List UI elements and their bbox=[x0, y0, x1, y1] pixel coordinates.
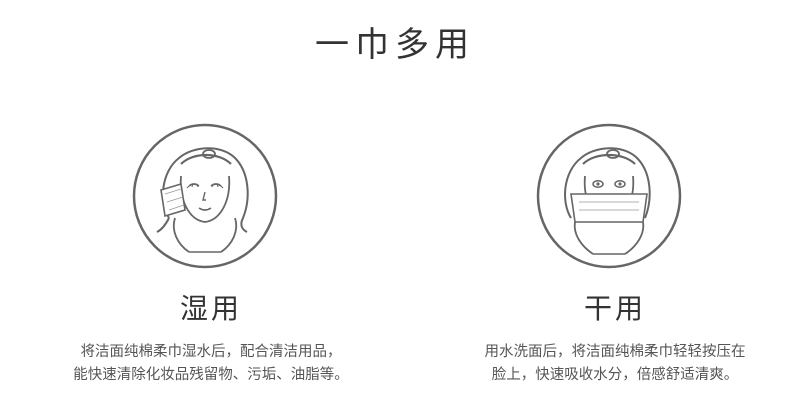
page-title: 一巾多用 bbox=[315, 25, 475, 65]
usage-description-line: 能快速清除化妆品残留物、污垢、油脂等。 bbox=[73, 367, 349, 383]
usage-description-line: 将洁面纯棉柔巾湿水后，配合清洁用品， bbox=[80, 344, 342, 360]
usage-title-wet: 湿用 bbox=[179, 292, 242, 325]
usage-description-wet: 将洁面纯棉柔巾湿水后，配合清洁用品， 能快速清除化妆品残留物、污垢、油脂等。 bbox=[41, 341, 381, 387]
usage-description-line: 脸上，快速吸收水分，倍感舒适清爽。 bbox=[491, 367, 739, 383]
usage-description-dry: 用水洗面后，将洁面纯棉柔巾轻轻按压在 脸上，快速吸收水分，倍感舒适清爽。 bbox=[445, 341, 785, 387]
usage-description-line: 用水洗面后，将洁面纯棉柔巾轻轻按压在 bbox=[484, 344, 746, 360]
usage-card-dry: 干用 用水洗面后，将洁面纯棉柔巾轻轻按压在 脸上，快速吸收水分，倍感舒适清爽。 bbox=[445, 120, 785, 400]
woman-drying-face-icon bbox=[536, 123, 682, 269]
usage-card-wet: 湿用 将洁面纯棉柔巾湿水后，配合清洁用品， 能快速清除化妆品残留物、污垢、油脂等… bbox=[41, 120, 381, 400]
usage-title-dry: 干用 bbox=[583, 292, 646, 325]
woman-wiping-face-icon bbox=[132, 123, 278, 269]
